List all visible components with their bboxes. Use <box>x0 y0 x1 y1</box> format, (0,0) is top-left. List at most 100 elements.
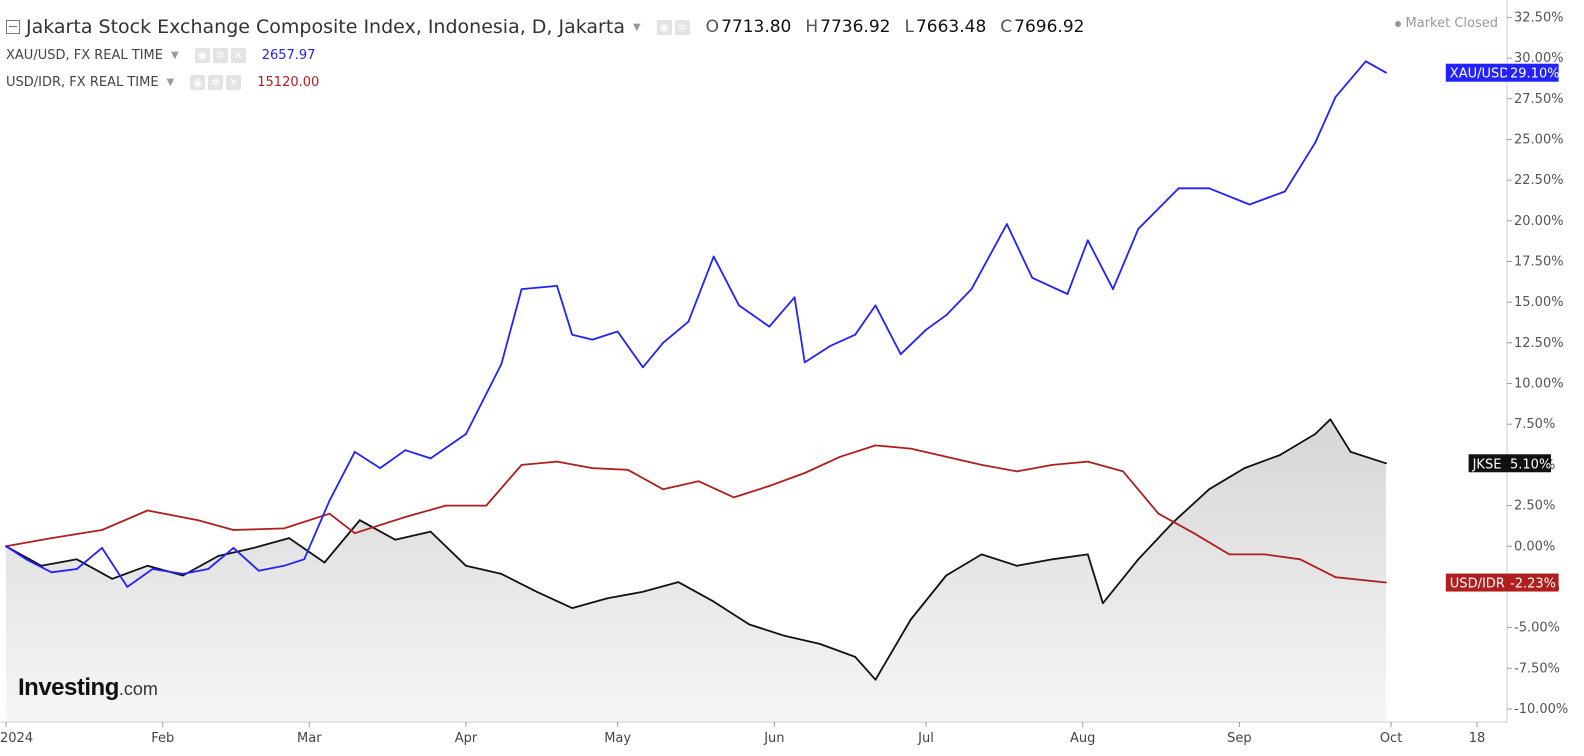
data-point-xau-usd <box>591 338 594 341</box>
data-point-jkse <box>1051 558 1054 561</box>
data-point-jkse <box>500 573 503 575</box>
data-point-xau-usd <box>803 361 806 364</box>
gear-icon[interactable]: ✲ <box>208 74 224 90</box>
data-point-usd-idr <box>733 496 735 499</box>
data-point-usd-idr <box>1086 460 1089 463</box>
chevron-down-icon[interactable]: ▼ <box>166 76 175 88</box>
overlay-name: XAU/USD, FX REAL TIME <box>6 47 163 63</box>
x-tick-label: 18 <box>1469 731 1486 746</box>
x-tick-label: May <box>604 731 631 746</box>
data-point-usd-idr <box>1385 581 1387 584</box>
gear-icon[interactable]: ✲ <box>674 19 690 35</box>
chart-title: Jakarta Stock Exchange Composite Index, … <box>26 16 625 38</box>
data-point-usd-idr <box>1193 532 1195 535</box>
data-point-usd-idr <box>839 455 841 458</box>
data-point-jkse <box>75 558 78 561</box>
y-tick-label: 30.00% <box>1514 51 1564 66</box>
y-tick-label: -7.50% <box>1514 661 1560 676</box>
x-tick-label: Jul <box>917 731 934 746</box>
data-point-xau-usd <box>616 330 619 333</box>
data-point-usd-idr <box>1016 470 1018 473</box>
data-point-usd-idr <box>591 467 594 469</box>
data-point-jkse <box>874 678 877 681</box>
eye-icon[interactable]: ◉ <box>194 47 210 63</box>
data-point-jkse <box>1208 488 1210 491</box>
data-point-usd-idr <box>1334 576 1337 579</box>
data-point-usd-idr <box>556 460 558 463</box>
series-value-text: 5.10% <box>1510 457 1551 472</box>
data-point-jkse <box>252 547 255 549</box>
data-point-xau-usd <box>25 558 28 561</box>
data-point-xau-usd <box>101 547 103 549</box>
data-point-usd-idr <box>1299 558 1301 561</box>
data-point-usd-idr <box>803 472 806 474</box>
close-icon[interactable]: ✕ <box>226 74 242 90</box>
data-point-xau-usd <box>768 325 771 328</box>
data-point-xau-usd <box>207 568 210 570</box>
series-value-badge <box>1507 454 1551 473</box>
overlay-name: USD/IDR, FX REAL TIME <box>6 74 159 90</box>
data-point-xau-usd <box>1112 288 1114 290</box>
data-point-xau-usd <box>899 353 902 356</box>
series-name-text: XAU/USD <box>1450 67 1509 82</box>
series-value-text: 29.10% <box>1510 67 1560 82</box>
data-point-usd-idr <box>444 504 447 507</box>
data-point-jkse <box>677 581 680 583</box>
collapse-icon[interactable] <box>6 20 20 34</box>
data-point-jkse <box>465 564 467 567</box>
data-point-xau-usd <box>5 545 7 548</box>
data-point-usd-idr <box>945 455 948 458</box>
eye-icon[interactable]: ◉ <box>656 19 672 35</box>
series-value-text: -2.23% <box>1510 577 1556 592</box>
y-tick-label: 7.50% <box>1514 417 1555 432</box>
data-point-jkse <box>1086 553 1089 556</box>
x-tick-label: 2024 <box>0 731 33 746</box>
data-point-usd-idr <box>1228 553 1231 556</box>
data-point-usd-idr <box>768 485 771 487</box>
data-point-xau-usd <box>793 296 796 299</box>
last-value-label-jkse: JKSE 5.10% <box>1468 454 1551 473</box>
data-point-jkse <box>429 530 432 533</box>
data-point-usd-idr <box>874 444 877 447</box>
chevron-down-icon[interactable]: ▼ <box>632 21 641 33</box>
series-line-xau-usd <box>5 60 1387 588</box>
data-point-usd-idr <box>909 447 912 450</box>
y-tick-label: 22.50% <box>1514 173 1564 188</box>
data-point-jkse <box>1243 467 1246 469</box>
data-point-jkse <box>712 600 715 603</box>
data-point-jkse <box>1329 418 1332 421</box>
y-tick-label: 20.00% <box>1514 214 1564 229</box>
gear-icon[interactable]: ✲ <box>212 47 228 63</box>
x-tick-label: Jun <box>763 731 784 746</box>
jkse-area-fill <box>6 419 1386 722</box>
y-tick-label: 27.50% <box>1514 92 1564 107</box>
data-point-xau-usd <box>257 569 260 572</box>
data-point-usd-idr <box>1051 464 1054 466</box>
series-value-badge <box>1507 573 1559 592</box>
chevron-down-icon[interactable]: ▼ <box>170 49 179 61</box>
y-tick-label: 32.50% <box>1514 10 1564 25</box>
data-point-jkse <box>182 574 184 577</box>
data-point-xau-usd <box>328 499 331 502</box>
series-name-text: USD/IDR <box>1450 577 1505 592</box>
data-point-jkse <box>1385 462 1387 465</box>
data-point-usd-idr <box>1157 512 1160 515</box>
eye-icon[interactable]: ◉ <box>190 74 206 90</box>
market-status: Market Closed <box>1394 16 1498 31</box>
data-point-jkse <box>818 643 821 645</box>
data-point-jkse <box>909 618 912 621</box>
close-icon[interactable]: ✕ <box>230 47 246 63</box>
data-point-xau-usd <box>232 547 235 549</box>
data-point-jkse <box>358 519 361 522</box>
data-point-jkse <box>394 538 397 541</box>
data-point-jkse <box>1016 564 1018 567</box>
data-point-jkse <box>748 623 750 626</box>
y-tick-label: -10.00% <box>1514 702 1568 717</box>
data-point-xau-usd <box>75 568 78 570</box>
data-point-xau-usd <box>687 320 690 323</box>
data-point-jkse <box>606 597 609 600</box>
data-point-xau-usd <box>520 288 523 290</box>
data-point-usd-idr <box>232 529 235 531</box>
x-tick-label: Sep <box>1227 731 1252 746</box>
